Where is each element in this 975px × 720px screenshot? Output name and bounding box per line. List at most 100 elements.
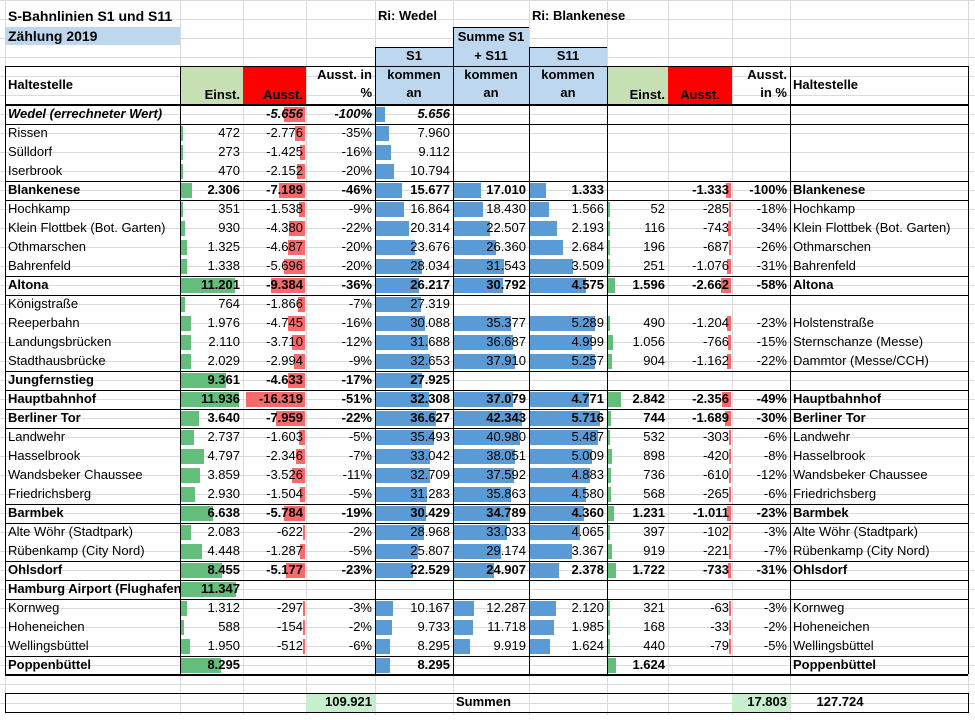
bar-s1 xyxy=(376,145,391,160)
row-border-top xyxy=(5,105,968,106)
s11-kommen-value: 3.367 xyxy=(571,543,604,558)
s11-kommen-value: 3.509 xyxy=(571,258,604,273)
summe-value: 31.543 xyxy=(486,258,526,273)
einst-value: 2.737 xyxy=(207,429,240,444)
ausst-pct-right-value: -3% xyxy=(763,600,787,615)
s11-kommen-value xyxy=(529,105,607,124)
bar-summe xyxy=(454,468,514,483)
ausst-value: -1.425 xyxy=(266,144,303,159)
einst-right-value: 440 xyxy=(643,638,665,653)
grid-hline xyxy=(0,152,975,153)
ausst-right-value: -1.162 xyxy=(692,353,729,368)
ausst-value: -5.784 xyxy=(266,505,303,520)
row-border-top xyxy=(5,371,968,372)
ausst-value: -4.687 xyxy=(266,239,303,254)
station-name: Othmarschen xyxy=(8,239,87,254)
header-s1-fill xyxy=(375,47,453,104)
bar-s11 xyxy=(530,240,563,255)
ausst-pct-value: -100% xyxy=(334,106,372,121)
grid-hline xyxy=(0,304,975,305)
ausst-pct-right-value: -58% xyxy=(756,277,787,292)
bar-ausst-right xyxy=(728,563,731,578)
ausst-value: -5.177 xyxy=(266,562,303,577)
station-name-right xyxy=(790,580,968,599)
ausst-pct-right-value: -26% xyxy=(756,239,787,254)
ausst-value: -1.603 xyxy=(266,429,303,444)
station-name-right: Berliner Tor xyxy=(793,410,866,425)
row-border-top xyxy=(5,580,968,581)
bar-ausst-right xyxy=(729,240,731,255)
station-name: Stadthausbrücke xyxy=(8,353,106,368)
einst-value: 3.859 xyxy=(207,467,240,482)
s1-kommen-value: 20.314 xyxy=(410,220,450,235)
s11-kommen-value: 4.580 xyxy=(571,486,604,501)
title-fill xyxy=(5,27,180,45)
ausst-value: -5.696 xyxy=(266,258,303,273)
bar-summe xyxy=(454,525,507,540)
bar-s1 xyxy=(376,449,430,464)
ausst-right-value xyxy=(668,105,732,124)
s1-kommen-value: 35.493 xyxy=(410,429,450,444)
grid-vline xyxy=(243,0,244,715)
summe-value: 17.010 xyxy=(486,182,526,197)
ausst-pct-right-value: -22% xyxy=(756,353,787,368)
summe-value: 22.507 xyxy=(486,220,526,235)
ausst-pct-value: -16% xyxy=(341,144,372,159)
header-s11: S11 xyxy=(556,48,580,63)
bar-s11 xyxy=(530,544,572,559)
einst-value: 930 xyxy=(218,220,240,235)
row-border-top xyxy=(5,390,968,391)
bar-einst-right xyxy=(608,506,614,521)
table-vline xyxy=(790,66,791,674)
grid-hline xyxy=(0,190,975,191)
s1-kommen-value: 25.807 xyxy=(410,543,450,558)
ausst-pct-value: -12% xyxy=(341,334,372,349)
einst-right-value: 568 xyxy=(643,486,665,501)
grid-hline xyxy=(0,209,975,210)
bar-einst-right xyxy=(608,278,615,293)
s1-kommen-value: 32.653 xyxy=(410,353,450,368)
station-name: Bahrenfeld xyxy=(8,258,71,273)
header-einst2-fill xyxy=(607,66,668,104)
bar-einst xyxy=(181,354,191,369)
einst-right-value: 1.624 xyxy=(632,657,665,672)
station-name-right xyxy=(790,162,968,181)
header-ausst2-fill xyxy=(668,66,732,104)
ausst-pct-value: -51% xyxy=(341,391,372,406)
station-name: Ohlsdorf xyxy=(8,562,63,577)
grid-hline xyxy=(0,0,975,1)
bar-s11 xyxy=(530,221,557,236)
bar-einst-right xyxy=(608,639,610,654)
einst-right-value: 1.056 xyxy=(632,334,665,349)
ausst-right-value: -102 xyxy=(702,524,729,539)
einst-value: 11.936 xyxy=(200,391,240,406)
header-s11-kommen: kommen an xyxy=(541,67,595,100)
ausst-pct-right-value xyxy=(732,162,790,181)
einst-value: 11.201 xyxy=(200,277,240,292)
s1-kommen-value: 10.167 xyxy=(410,600,450,615)
bar-einst xyxy=(181,411,199,426)
ausst-pct-right-value: -15% xyxy=(756,334,787,349)
grid-hline xyxy=(0,380,975,381)
s1-kommen-value: 32.308 xyxy=(410,391,450,406)
station-name: Landwehr xyxy=(8,429,66,444)
bar-ausst xyxy=(300,145,305,160)
ausst-value xyxy=(243,656,306,675)
s1-kommen-value: 30.088 xyxy=(410,315,450,330)
ausst-pct-value xyxy=(306,580,375,599)
s11-kommen-value: 2.378 xyxy=(571,562,604,577)
bar-ausst-right xyxy=(728,221,731,236)
bar-ausst xyxy=(299,430,305,445)
total-s1-fill xyxy=(306,693,375,712)
ausst-pct-right-value: -34% xyxy=(756,220,787,235)
bar-s1 xyxy=(376,544,418,559)
ausst-pct-value xyxy=(306,656,375,675)
bar-ausst xyxy=(276,411,305,426)
s11-kommen-value xyxy=(529,162,607,181)
bar-s1 xyxy=(376,563,413,578)
bar-ausst xyxy=(303,639,305,654)
bar-einst-right xyxy=(608,411,611,426)
bar-einst xyxy=(181,620,184,635)
ausst-pct-value: -20% xyxy=(341,258,372,273)
ausst-value: -512 xyxy=(276,638,303,653)
